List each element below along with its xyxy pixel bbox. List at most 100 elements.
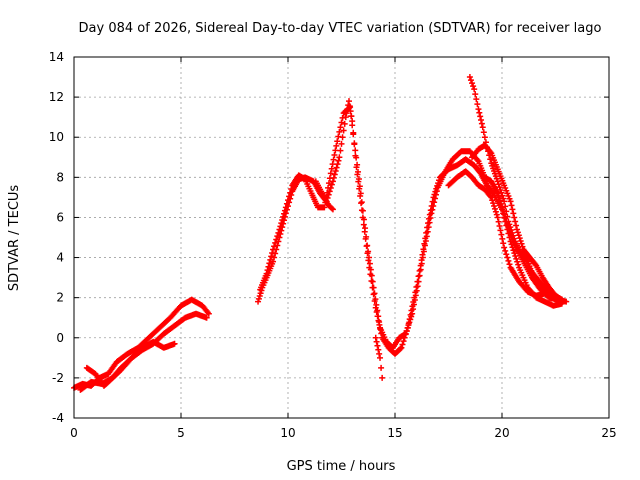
data-point	[359, 207, 366, 214]
data-point	[256, 293, 263, 300]
data-point	[349, 122, 356, 129]
data-point	[351, 140, 358, 147]
data-point	[285, 197, 291, 204]
data-point	[330, 156, 337, 163]
data-point	[515, 232, 522, 239]
x-tick-label: 10	[280, 426, 295, 440]
data-point	[418, 260, 425, 267]
data-point	[281, 207, 288, 214]
data-point	[505, 257, 512, 264]
data-point	[331, 171, 338, 178]
data-point	[491, 205, 498, 212]
data-point	[335, 133, 342, 140]
y-axis-label: SDTVAR / TECUs	[7, 185, 22, 292]
y-tick-label: 2	[56, 291, 64, 305]
data-point	[429, 206, 436, 213]
data-point	[409, 310, 416, 317]
data-point	[470, 83, 477, 90]
data-point	[412, 292, 419, 299]
series-pass-10	[520, 246, 565, 303]
data-point	[493, 211, 500, 218]
y-tick-label: 8	[56, 170, 64, 184]
data-point	[267, 256, 274, 263]
data-point	[287, 189, 294, 196]
series-pass-6	[372, 334, 386, 381]
data-point	[473, 96, 480, 103]
data-points-layer	[71, 74, 570, 393]
data-point	[366, 260, 373, 267]
data-point	[471, 86, 478, 93]
data-point	[524, 257, 531, 264]
x-tick-label: 15	[387, 426, 402, 440]
data-point	[370, 291, 377, 298]
data-point	[337, 124, 344, 131]
data-point	[205, 310, 212, 317]
data-point	[488, 194, 495, 201]
x-tick-label: 5	[177, 426, 185, 440]
data-point	[507, 198, 514, 205]
data-point	[423, 233, 430, 240]
data-point	[399, 341, 406, 348]
data-point	[425, 224, 432, 231]
data-point	[264, 267, 271, 274]
data-point	[496, 223, 503, 230]
data-point	[510, 232, 517, 239]
data-point	[502, 247, 509, 254]
data-point	[374, 307, 381, 314]
data-point	[408, 313, 415, 320]
data-point	[368, 272, 375, 279]
data-point	[421, 242, 428, 249]
data-point	[501, 211, 508, 218]
data-point	[403, 327, 410, 334]
data-point	[503, 251, 510, 258]
data-point	[472, 91, 479, 98]
data-point	[355, 176, 362, 183]
data-point	[278, 220, 285, 227]
data-point	[275, 229, 282, 236]
data-point	[513, 255, 520, 262]
data-point	[558, 296, 565, 303]
data-point	[478, 120, 485, 127]
data-point	[498, 189, 505, 196]
x-tick-label: 0	[70, 426, 78, 440]
data-point	[428, 210, 435, 217]
data-point	[376, 319, 383, 326]
data-point	[466, 74, 473, 81]
data-point	[371, 290, 378, 297]
x-tick-label: 20	[494, 426, 509, 440]
data-point	[333, 142, 340, 149]
x-tick-label: 25	[601, 426, 616, 440]
data-point	[415, 278, 422, 285]
y-tick-label: 0	[56, 331, 64, 345]
data-point	[255, 295, 262, 302]
data-point	[369, 278, 376, 285]
data-point	[467, 77, 474, 84]
data-point	[512, 218, 519, 225]
data-point	[340, 127, 347, 134]
data-point	[405, 322, 412, 329]
data-point	[266, 260, 273, 267]
data-point	[360, 221, 367, 228]
data-point	[357, 190, 364, 197]
data-point	[424, 228, 431, 235]
data-point	[321, 204, 328, 211]
data-point	[506, 221, 513, 228]
data-point	[288, 186, 295, 193]
data-point	[497, 186, 504, 193]
data-point	[515, 261, 522, 268]
data-point	[366, 254, 373, 261]
data-point	[508, 202, 515, 209]
data-point	[524, 260, 531, 267]
data-point	[410, 301, 417, 308]
data-point	[277, 223, 284, 230]
data-point	[499, 204, 505, 211]
data-point	[479, 124, 486, 131]
data-point	[379, 374, 386, 381]
series-pass-7	[445, 168, 565, 303]
data-point	[269, 249, 276, 256]
data-point	[328, 205, 335, 212]
data-point	[263, 270, 270, 277]
data-point	[329, 206, 336, 213]
data-point	[504, 213, 511, 220]
data-point	[499, 235, 506, 242]
